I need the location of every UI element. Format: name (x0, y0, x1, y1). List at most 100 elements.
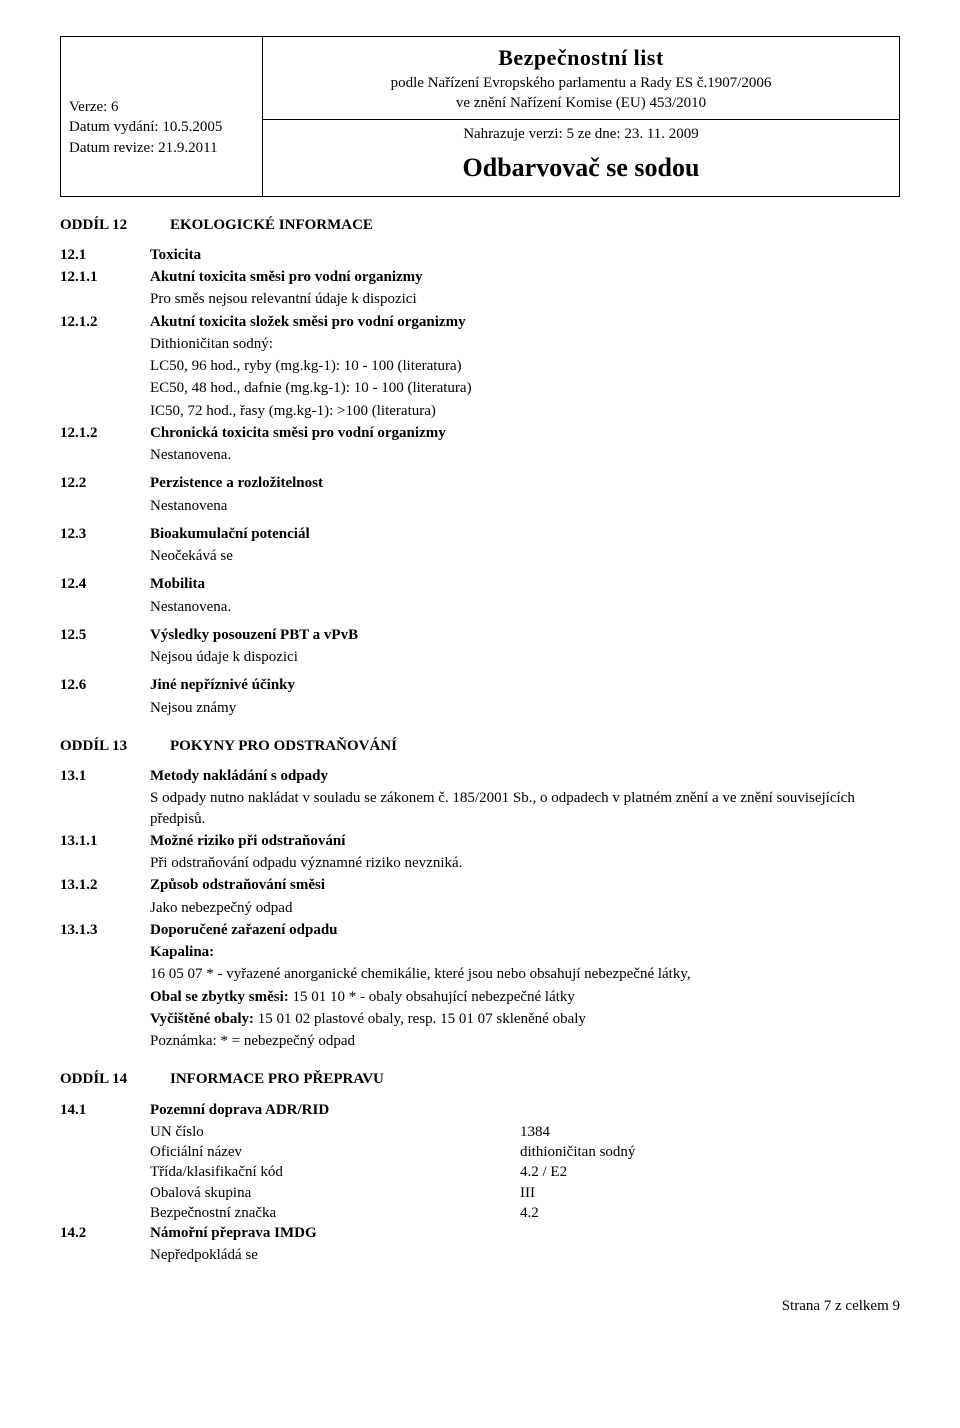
s12-1-2-l2: LC50, 96 hod., ryby (mg.kg-1): 10 - 100 … (150, 356, 900, 376)
s13-1-1-num: 13.1.1 (60, 831, 150, 851)
s12-2-body: Nestanovena (150, 496, 900, 516)
s12-4: 12.4 Mobilita (60, 574, 900, 594)
t-label: UN číslo (150, 1122, 520, 1142)
s12-4-body: Nestanovena. (150, 597, 900, 617)
revision-date-line: Datum revize: 21.9.2011 (69, 138, 254, 158)
s12-1-2c-body: Nestanovena. (150, 445, 900, 465)
s13-1-3-vy-lbl: Vyčištěné obaly: (150, 1011, 254, 1027)
s12-1-2: 12.1.2 Akutní toxicita složek směsi pro … (60, 312, 900, 332)
s13-1-3-kapalina: Kapalina: (150, 942, 900, 962)
t-val: 4.2 (520, 1203, 900, 1223)
t-val: 1384 (520, 1122, 900, 1142)
s12-1-num: 12.1 (60, 245, 150, 265)
t-val: dithioničitan sodný (520, 1142, 900, 1162)
s12-1-2c-title: Chronická toxicita směsi pro vodní organ… (150, 423, 900, 443)
s12-1-1-title: Akutní toxicita směsi pro vodní organizm… (150, 267, 900, 287)
s13-1-3-vy-val: 15 01 02 plastové obaly, resp. 15 01 07 … (254, 1011, 586, 1027)
s13-1: 13.1 Metody nakládání s odpady (60, 766, 900, 786)
header-title-block: Bezpečnostní list podle Nařízení Evropsk… (263, 37, 899, 120)
s13-1-body: S odpady nutno nakládat v souladu se zák… (150, 788, 900, 829)
section-14-head: ODDÍL 14 INFORMACE PRO PŘEPRAVU (60, 1069, 900, 1089)
s12-6: 12.6 Jiné nepříznivé účinky (60, 675, 900, 695)
s14-2-num: 14.2 (60, 1223, 150, 1243)
doc-title: Bezpečnostní list (271, 43, 891, 73)
header-bottom-right: Nahrazuje verzi: 5 ze dne: 23. 11. 2009 … (263, 120, 899, 195)
s14-2-body: Nepředpokládá se (150, 1245, 900, 1265)
s13-1-2-num: 13.1.2 (60, 875, 150, 895)
s14-1-num: 14.1 (60, 1100, 150, 1120)
page-footer: Strana 7 z celkem 9 (60, 1296, 900, 1316)
s13-1-num: 13.1 (60, 766, 150, 786)
s12-1: 12.1 Toxicita (60, 245, 900, 265)
s14-1-title: Pozemní doprava ADR/RID (150, 1100, 900, 1120)
s12-1-1-body: Pro směs nejsou relevantní údaje k dispo… (150, 289, 900, 309)
issue-date-line: Datum vydání: 10.5.2005 (69, 117, 254, 137)
s12-1-1-num: 12.1.1 (60, 267, 150, 287)
s12-3-body: Neočekává se (150, 546, 900, 566)
doc-sub2: ve znění Nařízení Komise (EU) 453/2010 (271, 93, 891, 113)
section-14-title: INFORMACE PRO PŘEPRAVU (170, 1069, 900, 1089)
s13-1-title: Metody nakládání s odpady (150, 766, 900, 786)
s12-1-2-num: 12.1.2 (60, 312, 150, 332)
section-13-head: ODDÍL 13 POKYNY PRO ODSTRAŇOVÁNÍ (60, 736, 900, 756)
table-row: Obalová skupinaIII (150, 1183, 900, 1203)
version-line: Verze: 6 (69, 97, 254, 117)
t-val: III (520, 1183, 900, 1203)
s12-1-title: Toxicita (150, 245, 900, 265)
s12-2: 12.2 Perzistence a rozložitelnost (60, 473, 900, 493)
s12-1-2-l4: IC50, 72 hod., řasy (mg.kg-1): >100 (lit… (150, 401, 900, 421)
s12-1-1: 12.1.1 Akutní toxicita směsi pro vodní o… (60, 267, 900, 287)
s12-6-body: Nejsou známy (150, 698, 900, 718)
s14-2-title: Námořní přeprava IMDG (150, 1223, 900, 1243)
table-row: Bezpečnostní značka4.2 (150, 1203, 900, 1223)
s14-2: 14.2 Námořní přeprava IMDG (60, 1223, 900, 1243)
s12-3-num: 12.3 (60, 524, 150, 544)
t-label: Obalová skupina (150, 1183, 520, 1203)
s12-5-title: Výsledky posouzení PBT a vPvB (150, 625, 900, 645)
s13-1-1-body: Při odstraňování odpadu významné riziko … (150, 853, 900, 873)
table-row: Třída/klasifikační kód4.2 / E2 (150, 1162, 900, 1182)
s13-1-3-poznamka: Poznámka: * = nebezpečný odpad (150, 1031, 900, 1051)
s13-1-3-title: Doporučené zařazení odpadu (150, 920, 900, 940)
s13-1-2-body: Jako nebezpečný odpad (150, 898, 900, 918)
s12-1-2c: 12.1.2 Chronická toxicita směsi pro vodn… (60, 423, 900, 443)
t-label: Bezpečnostní značka (150, 1203, 520, 1223)
t-val: 4.2 / E2 (520, 1162, 900, 1182)
s12-3: 12.3 Bioakumulační potenciál (60, 524, 900, 544)
doc-sub1: podle Nařízení Evropského parlamentu a R… (271, 73, 891, 93)
s13-1-3-l1: 16 05 07 * - vyřazené anorganické chemik… (150, 964, 900, 984)
section-13-title: POKYNY PRO ODSTRAŇOVÁNÍ (170, 736, 900, 756)
replaces-line: Nahrazuje verzi: 5 ze dne: 23. 11. 2009 (271, 124, 891, 144)
table-row: Oficiální názevdithioničitan sodný (150, 1142, 900, 1162)
s12-5-num: 12.5 (60, 625, 150, 645)
s13-1-1-title: Možné riziko při odstraňování (150, 831, 900, 851)
s12-3-title: Bioakumulační potenciál (150, 524, 900, 544)
product-name: Odbarvovač se sodou (271, 148, 891, 191)
s12-1-2c-num: 12.1.2 (60, 423, 150, 443)
section-14-num: ODDÍL 14 (60, 1069, 170, 1089)
s12-5: 12.5 Výsledky posouzení PBT a vPvB (60, 625, 900, 645)
s13-1-3-obal-lbl: Obal se zbytky směsi: (150, 989, 289, 1005)
section-13-num: ODDÍL 13 (60, 736, 170, 756)
s12-1-2-l3: EC50, 48 hod., dafnie (mg.kg-1): 10 - 10… (150, 378, 900, 398)
s13-1-3-num: 13.1.3 (60, 920, 150, 940)
section-12-head: ODDÍL 12 EKOLOGICKÉ INFORMACE (60, 215, 900, 235)
t-label: Třída/klasifikační kód (150, 1162, 520, 1182)
s12-2-num: 12.2 (60, 473, 150, 493)
header-box: Verze: 6 Datum vydání: 10.5.2005 Datum r… (60, 36, 900, 197)
s13-1-3-obal: Obal se zbytky směsi: 15 01 10 * - obaly… (150, 987, 900, 1007)
s12-1-2-l1: Dithioničitan sodný: (150, 334, 900, 354)
table-row: UN číslo1384 (150, 1122, 900, 1142)
s13-1-2-title: Způsob odstraňování směsi (150, 875, 900, 895)
transport-table: UN číslo1384 Oficiální názevdithioničita… (150, 1122, 900, 1223)
s12-2-title: Perzistence a rozložitelnost (150, 473, 900, 493)
section-12-num: ODDÍL 12 (60, 215, 170, 235)
s13-1-3-vycist: Vyčištěné obaly: 15 01 02 plastové obaly… (150, 1009, 900, 1029)
s13-1-3: 13.1.3 Doporučené zařazení odpadu (60, 920, 900, 940)
section-12-title: EKOLOGICKÉ INFORMACE (170, 215, 900, 235)
s13-1-2: 13.1.2 Způsob odstraňování směsi (60, 875, 900, 895)
s12-6-title: Jiné nepříznivé účinky (150, 675, 900, 695)
s12-4-num: 12.4 (60, 574, 150, 594)
s12-1-2-title: Akutní toxicita složek směsi pro vodní o… (150, 312, 900, 332)
s12-6-num: 12.6 (60, 675, 150, 695)
